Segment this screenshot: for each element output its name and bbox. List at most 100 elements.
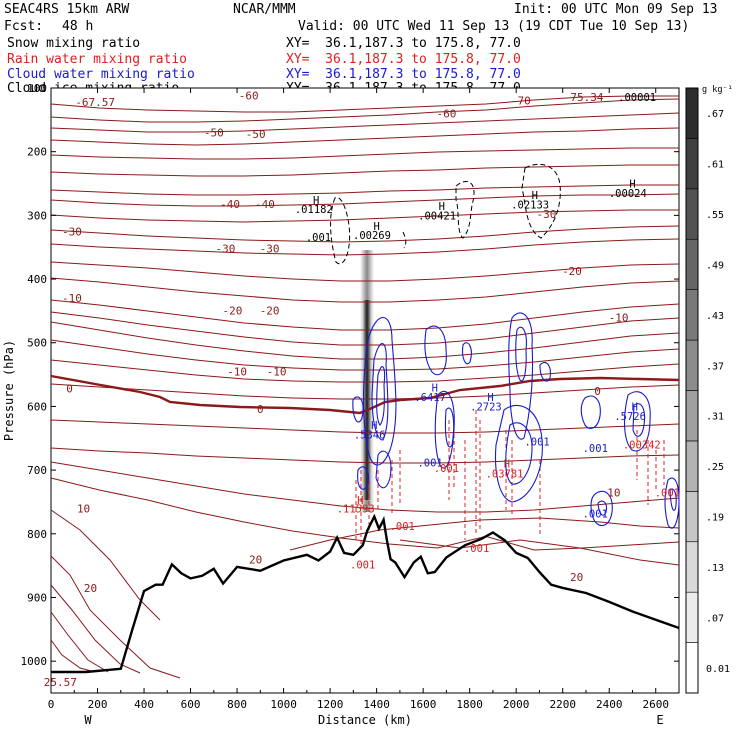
isotherm-label: -40 [255, 198, 275, 211]
y-tick-label: 1000 [21, 655, 48, 668]
cloud-water-contour [371, 343, 389, 441]
x-axis-label: Distance (km) [318, 713, 412, 727]
extremum-label: .001 [417, 457, 442, 469]
isotherm-label: -10 [609, 311, 629, 324]
isotherm-line [50, 261, 680, 282]
high-marker: H [487, 392, 493, 404]
isotherm-label: -50 [246, 128, 266, 141]
isotherm-label: -30 [260, 242, 280, 255]
colorbar-tick-label: .67 [706, 109, 724, 120]
cloud-water-contour [664, 477, 680, 529]
extremum-label: .001 [655, 487, 680, 499]
colorbar-tick-label: .61 [706, 160, 724, 171]
field-cloud-water-xy: XY= 36.1,187.3 to 175.8, 77.0 [286, 67, 521, 82]
extremum-label: .001 [524, 436, 549, 448]
extremum-label: .001 [350, 559, 375, 571]
isotherm-label: 20 [570, 571, 583, 584]
y-tick-label: 600 [27, 400, 47, 413]
cloud-water-contour [508, 312, 534, 440]
extremum-label: .02133 [511, 200, 549, 212]
colorbar-tick-label: .43 [706, 311, 724, 322]
isotherm-line [50, 147, 679, 160]
cloud-water-contour [352, 396, 364, 423]
colorbar-tick-label: .37 [706, 361, 724, 372]
colorbar-frame [685, 87, 699, 694]
colorbar-segment [685, 390, 699, 442]
cloud-water-contour [590, 490, 613, 527]
extremum-label: .00421 [418, 210, 456, 222]
isotherm-line [50, 639, 96, 673]
extremum-label: .5726 [614, 411, 646, 423]
isotherm-line [50, 555, 181, 679]
x-tick-label: 200 [88, 698, 108, 711]
extremum-label: .001 [306, 232, 331, 244]
colorbar-segment [685, 642, 699, 694]
isotherm-label: -30 [62, 225, 82, 238]
isotherm-label: -20 [222, 304, 242, 317]
colorbar-segment [685, 440, 699, 492]
isotherm-label: -67.57 [75, 96, 115, 109]
x-tick-label: 1000 [270, 698, 297, 711]
isotherm-label: 0 [594, 385, 601, 398]
cloud-ice-contour [521, 163, 561, 239]
colorbar-segment [685, 591, 699, 643]
extremum-label: .001 [583, 443, 608, 455]
colorbar-segment [685, 289, 699, 341]
fcst-value: 48 h [62, 19, 94, 34]
isotherm-label: -10 [267, 365, 287, 378]
cloud-ice-contour [402, 231, 407, 249]
cloud-water-contour [362, 317, 397, 466]
field-snow: Snow mixing ratio [7, 36, 141, 51]
cloud-water-contour [357, 466, 369, 490]
isotherm-label: -60 [239, 90, 259, 103]
field-rain: Rain water mixing ratio [7, 52, 188, 67]
isotherm-label: 10 [77, 502, 90, 515]
isotherm-line [50, 164, 679, 177]
colorbar-tick-label: 0.01 [706, 664, 730, 675]
isotherm-line [50, 98, 680, 123]
cloud-water-contour [632, 403, 646, 437]
colorbar-tick-label: .13 [706, 563, 724, 574]
extremum-label: .11593 [337, 503, 375, 515]
cloud-water-contour [597, 500, 607, 516]
x-tick-label: 600 [181, 698, 201, 711]
high-marker: H [632, 401, 638, 413]
init-time: Init: 00 UTC Mon 09 Sep 13 [514, 2, 718, 17]
y-tick-label: 100 [27, 82, 47, 95]
high-marker: H [357, 495, 363, 507]
x-tick-label: 2400 [596, 698, 623, 711]
x-tick-label: 1200 [317, 698, 344, 711]
valid-time: Valid: 00 UTC Wed 11 Sep 13 (19 CDT Tue … [298, 19, 690, 34]
x-tick-label: 800 [227, 698, 247, 711]
isotherm-line [50, 461, 680, 513]
x-tick-label: 400 [134, 698, 154, 711]
isotherm-line [50, 509, 161, 621]
isotherm-label: -20 [562, 265, 582, 278]
isotherm-line [50, 611, 109, 673]
colorbar-tick-label: .19 [706, 513, 724, 524]
field-rain-xy: XY= 36.1,187.3 to 175.8, 77.0 [286, 52, 521, 67]
high-marker: H [504, 459, 510, 471]
isotherm-line [50, 311, 680, 346]
cloud-water-contour [539, 361, 551, 382]
colorbar-segment [685, 87, 699, 139]
west-label: W [84, 713, 92, 727]
cloud-ice-contour [330, 196, 351, 265]
center-name: NCAR/MMM [233, 2, 296, 17]
isotherm-line [50, 184, 679, 196]
isotherm-line [50, 112, 680, 133]
high-marker: H [373, 221, 379, 233]
cloud-water-contour [623, 391, 651, 452]
high-marker: H [629, 179, 635, 191]
isotherm-label: -40 [220, 198, 240, 211]
isotherm-label: -30 [536, 208, 556, 221]
isotherm-line [50, 299, 680, 331]
cloud-water-contour [495, 404, 543, 503]
fcst-label: Fcst: [4, 19, 44, 34]
cloud-water-contour [669, 488, 677, 511]
colorbar-tick-label: .49 [706, 260, 724, 271]
isotherm-line [50, 277, 680, 303]
y-tick-label: 900 [27, 591, 47, 604]
east-label: E [656, 713, 663, 727]
